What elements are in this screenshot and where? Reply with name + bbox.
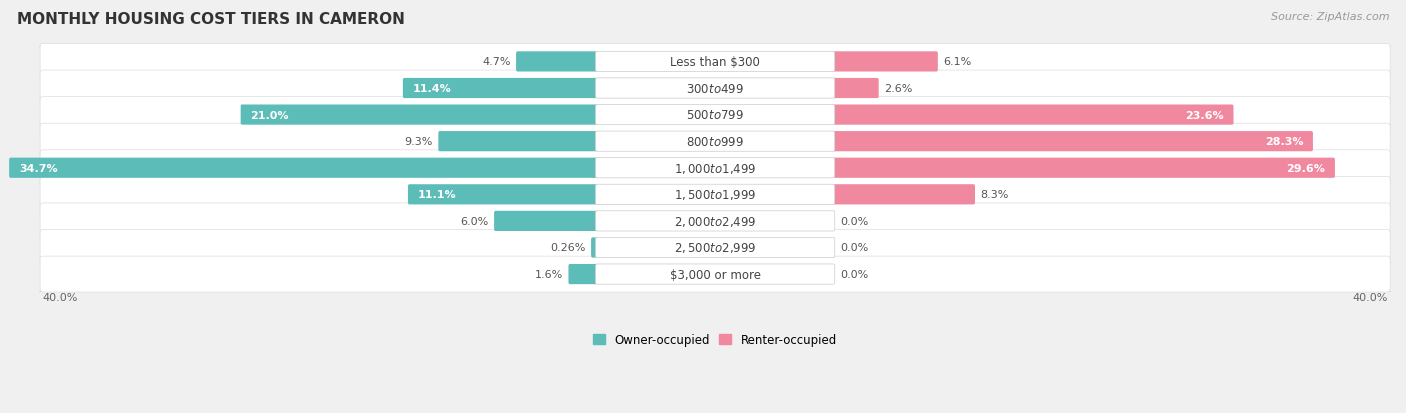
Text: $3,000 or more: $3,000 or more [669, 268, 761, 281]
Text: 11.4%: 11.4% [413, 84, 451, 94]
Text: $800 to $999: $800 to $999 [686, 135, 744, 148]
FancyBboxPatch shape [41, 230, 1391, 266]
FancyBboxPatch shape [494, 211, 598, 231]
Text: Source: ZipAtlas.com: Source: ZipAtlas.com [1271, 12, 1389, 22]
FancyBboxPatch shape [568, 264, 598, 285]
FancyBboxPatch shape [596, 211, 835, 231]
FancyBboxPatch shape [41, 44, 1391, 80]
Text: 1.6%: 1.6% [534, 269, 562, 279]
FancyBboxPatch shape [832, 79, 879, 99]
Text: 28.3%: 28.3% [1264, 137, 1303, 147]
FancyBboxPatch shape [832, 52, 938, 72]
FancyBboxPatch shape [832, 158, 1334, 178]
Text: 4.7%: 4.7% [482, 57, 510, 67]
Text: $500 to $799: $500 to $799 [686, 109, 744, 122]
FancyBboxPatch shape [41, 150, 1391, 186]
Text: 8.3%: 8.3% [980, 190, 1008, 200]
FancyBboxPatch shape [41, 204, 1391, 239]
Text: $2,500 to $2,999: $2,500 to $2,999 [673, 241, 756, 255]
FancyBboxPatch shape [832, 105, 1233, 126]
FancyBboxPatch shape [596, 105, 835, 126]
Text: $300 to $499: $300 to $499 [686, 82, 744, 95]
Text: MONTHLY HOUSING COST TIERS IN CAMERON: MONTHLY HOUSING COST TIERS IN CAMERON [17, 12, 405, 27]
FancyBboxPatch shape [41, 177, 1391, 213]
Text: 23.6%: 23.6% [1185, 110, 1223, 120]
Text: 40.0%: 40.0% [42, 293, 77, 303]
Text: 0.0%: 0.0% [841, 216, 869, 226]
Text: Less than $300: Less than $300 [671, 56, 761, 69]
Text: 0.26%: 0.26% [550, 243, 586, 253]
FancyBboxPatch shape [596, 238, 835, 258]
FancyBboxPatch shape [832, 132, 1313, 152]
FancyBboxPatch shape [832, 185, 974, 205]
Text: 0.0%: 0.0% [841, 243, 869, 253]
FancyBboxPatch shape [41, 71, 1391, 107]
Text: $1,500 to $1,999: $1,500 to $1,999 [673, 188, 756, 202]
Text: 40.0%: 40.0% [1353, 293, 1388, 303]
Text: 2.6%: 2.6% [884, 84, 912, 94]
FancyBboxPatch shape [404, 79, 598, 99]
Text: $2,000 to $2,499: $2,000 to $2,499 [673, 214, 756, 228]
FancyBboxPatch shape [596, 264, 835, 285]
FancyBboxPatch shape [41, 124, 1391, 160]
Text: 29.6%: 29.6% [1286, 164, 1324, 173]
Text: 11.1%: 11.1% [418, 190, 457, 200]
Legend: Owner-occupied, Renter-occupied: Owner-occupied, Renter-occupied [589, 329, 842, 351]
FancyBboxPatch shape [596, 132, 835, 152]
FancyBboxPatch shape [439, 132, 598, 152]
Text: $1,000 to $1,499: $1,000 to $1,499 [673, 161, 756, 176]
FancyBboxPatch shape [596, 158, 835, 178]
FancyBboxPatch shape [10, 158, 598, 178]
FancyBboxPatch shape [596, 185, 835, 205]
Text: 6.1%: 6.1% [943, 57, 972, 67]
FancyBboxPatch shape [591, 238, 598, 258]
Text: 6.0%: 6.0% [460, 216, 489, 226]
FancyBboxPatch shape [408, 185, 598, 205]
FancyBboxPatch shape [596, 79, 835, 99]
Text: 0.0%: 0.0% [841, 269, 869, 279]
Text: 9.3%: 9.3% [405, 137, 433, 147]
FancyBboxPatch shape [240, 105, 598, 126]
FancyBboxPatch shape [41, 97, 1391, 133]
Text: 21.0%: 21.0% [250, 110, 290, 120]
FancyBboxPatch shape [516, 52, 598, 72]
FancyBboxPatch shape [596, 52, 835, 72]
FancyBboxPatch shape [41, 256, 1391, 292]
Text: 34.7%: 34.7% [18, 164, 58, 173]
